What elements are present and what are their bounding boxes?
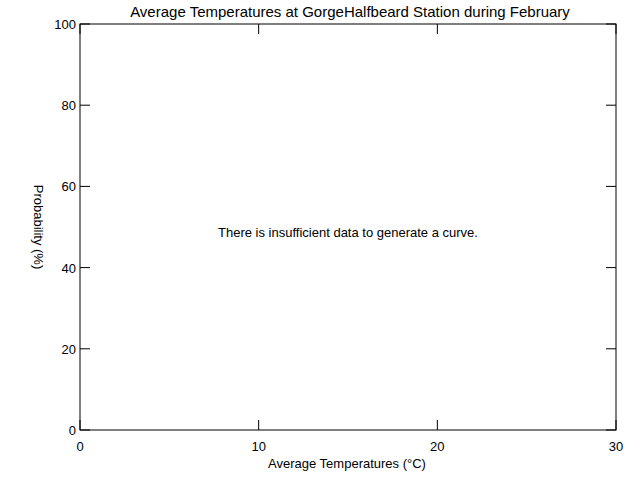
y-tick-label: 80 — [62, 98, 76, 113]
y-tick-label: 40 — [62, 261, 76, 276]
x-tick-label: 0 — [76, 439, 83, 454]
x-tick-top — [437, 24, 438, 34]
x-tick-label: 20 — [430, 439, 444, 454]
y-tick-right — [606, 105, 616, 106]
y-axis-label: Probability (%) — [31, 185, 46, 270]
x-axis-label: Average Temperatures (°C) — [268, 456, 426, 471]
chart: 0 10 20 30 0 20 40 60 80 100 Average Temperatures … — [0, 0, 640, 480]
x-tick — [437, 420, 438, 430]
y-tick-label: 0 — [69, 423, 76, 438]
x-tick-top — [80, 24, 81, 34]
x-tick — [616, 420, 617, 430]
x-tick-top — [258, 24, 259, 34]
plot-frame — [80, 24, 616, 430]
y-tick-right — [606, 348, 616, 349]
y-tick — [80, 430, 90, 431]
y-tick-right — [606, 267, 616, 268]
x-tick-top — [616, 24, 617, 34]
x-tick — [80, 420, 81, 430]
x-tick-label: 30 — [609, 439, 623, 454]
annotation: There is insufficient data to generate a… — [218, 225, 478, 240]
y-tick — [80, 105, 90, 106]
y-tick — [80, 186, 90, 187]
y-tick-right — [606, 186, 616, 187]
x-tick — [258, 420, 259, 430]
y-tick-right — [606, 430, 616, 431]
y-tick-right — [606, 24, 616, 25]
y-tick-label: 100 — [54, 17, 76, 32]
y-tick-label: 20 — [62, 342, 76, 357]
title: Average Temperatures at GorgeHalfbeard S… — [130, 3, 570, 20]
background — [0, 0, 640, 480]
y-tick — [80, 267, 90, 268]
x-tick-label: 10 — [251, 439, 265, 454]
y-tick-label: 60 — [62, 179, 76, 194]
y-tick — [80, 24, 90, 25]
y-tick — [80, 348, 90, 349]
